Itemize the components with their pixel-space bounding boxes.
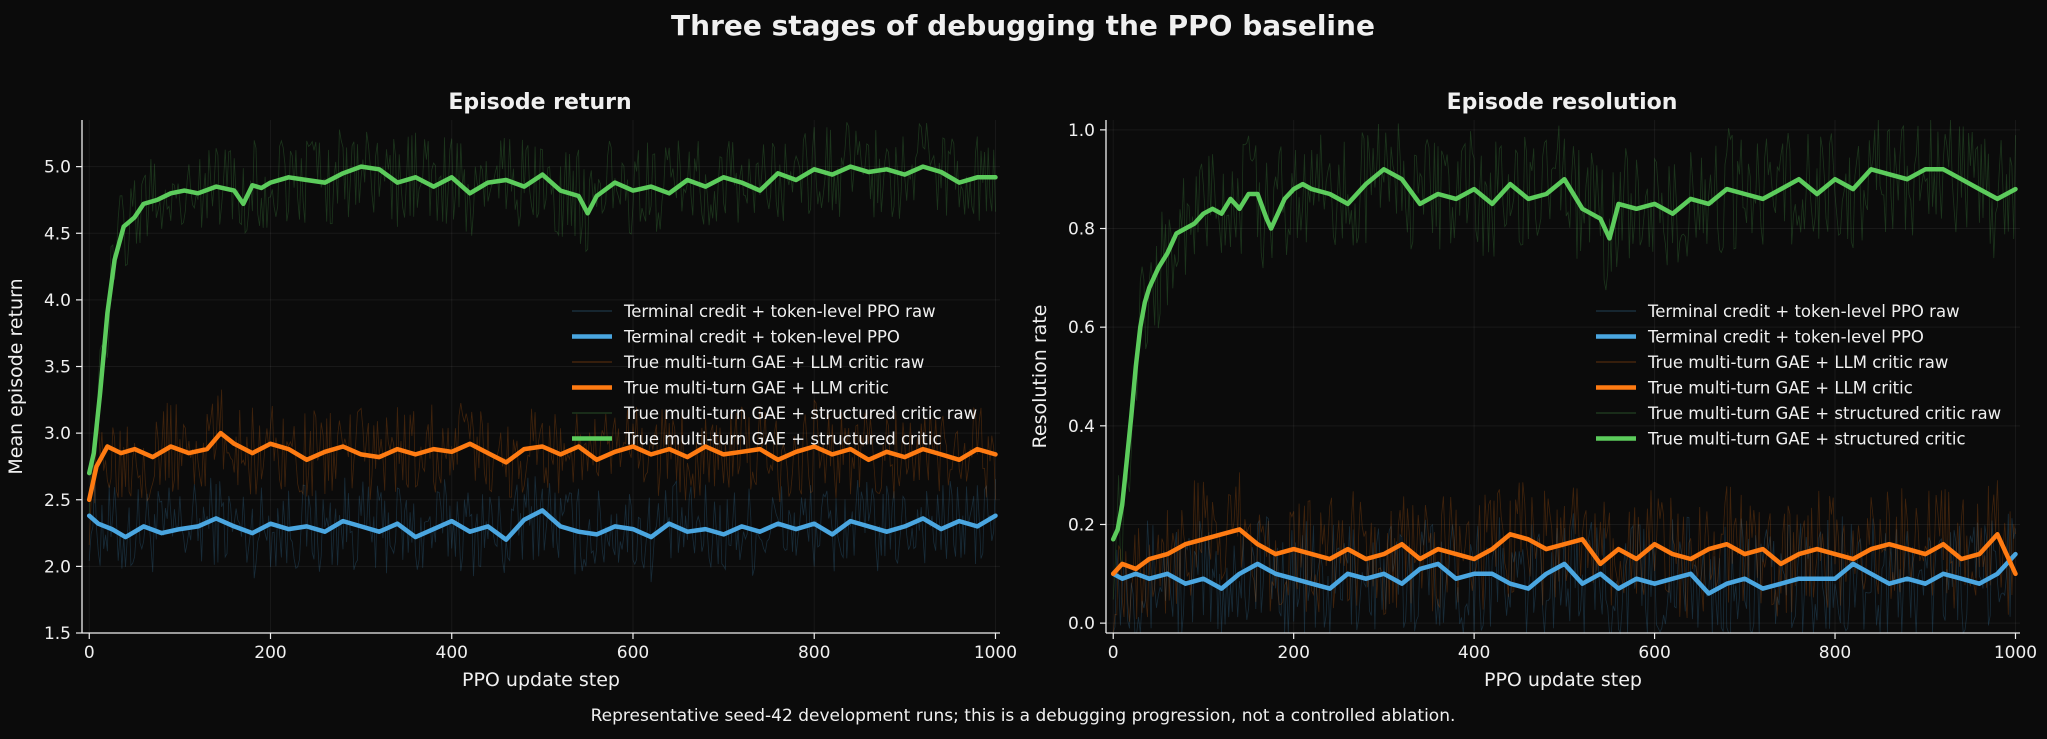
legend-label: Terminal credit + token-level PPO raw bbox=[1647, 302, 1960, 321]
y-tick-label: 0.6 bbox=[1068, 318, 1095, 338]
legend-label: Terminal credit + token-level PPO bbox=[623, 328, 900, 347]
y-tick-label: 1.5 bbox=[44, 624, 71, 644]
legend-label: True multi-turn GAE + structured critic … bbox=[1647, 404, 2001, 423]
legend: Terminal credit + token-level PPO raw Ter… bbox=[572, 302, 977, 449]
legend-label: True multi-turn GAE + structured critic … bbox=[623, 404, 977, 423]
y-tick-label: 3.5 bbox=[44, 358, 71, 378]
x-tick-label: 1000 bbox=[1994, 643, 2037, 663]
raw-line-true-multi-turn-gae-llm-critic bbox=[88, 389, 996, 546]
legend-label: Terminal credit + token-level PPO raw bbox=[623, 302, 936, 321]
raw-line-true-multi-turn-gae-structured-critic bbox=[88, 122, 996, 519]
x-tick-label: 400 bbox=[1458, 643, 1490, 663]
y-tick-label: 3.0 bbox=[44, 424, 71, 444]
y-tick-label: 0.8 bbox=[1068, 220, 1095, 240]
x-tick-label: 1000 bbox=[974, 643, 1017, 663]
x-tick-label: 0 bbox=[1108, 643, 1119, 663]
legend-label: True multi-turn GAE + structured critic bbox=[623, 430, 942, 449]
panel-episode-resolution: 0 200 400 600 800 1000 0.0 0.2 0.4 0.6 0.8 1.0 Episo… bbox=[1029, 90, 2037, 691]
series-line-true-multi-turn-gae-structured-critic bbox=[86, 164, 998, 476]
chart-title: Episode resolution bbox=[1447, 90, 1678, 115]
y-tick-label: 2.5 bbox=[44, 491, 71, 511]
legend-label: True multi-turn GAE + LLM critic bbox=[623, 379, 889, 398]
y-tick-label: 4.5 bbox=[44, 224, 71, 244]
legend-label: Terminal credit + token-level PPO bbox=[1647, 328, 1924, 347]
x-tick-label: 800 bbox=[1819, 643, 1851, 663]
y-tick-label: 0.4 bbox=[1068, 417, 1095, 437]
y-tick-label: 2.0 bbox=[44, 557, 71, 577]
y-tick-label: 0.0 bbox=[1068, 614, 1095, 634]
x-tick-label: 0 bbox=[84, 643, 95, 663]
x-tick-label: 800 bbox=[798, 643, 830, 663]
x-tick-label: 600 bbox=[1638, 643, 1670, 663]
y-tick-label: 0.2 bbox=[1068, 515, 1095, 535]
figure-suptitle: Three stages of debugging the PPO baseli… bbox=[671, 9, 1375, 42]
series-line-true-multi-turn-gae-llm-critic bbox=[86, 430, 998, 503]
raw-line-true-multi-turn-gae-structured-critic bbox=[1112, 119, 2016, 600]
figure-caption: Representative seed-42 development runs;… bbox=[591, 706, 1456, 726]
y-tick-label: 4.0 bbox=[44, 291, 71, 311]
legend-label: True multi-turn GAE + structured critic bbox=[1647, 430, 1966, 449]
y-axis-label: Mean episode return bbox=[5, 278, 27, 474]
x-tick-label: 200 bbox=[254, 643, 286, 663]
raw-line-true-multi-turn-gae-llm-critic bbox=[1112, 472, 2016, 634]
legend: Terminal credit + token-level PPO raw Ter… bbox=[1596, 302, 2001, 449]
x-axis-label: PPO update step bbox=[462, 669, 620, 691]
series-line-true-multi-turn-gae-llm-critic bbox=[1110, 527, 2018, 577]
raw-line-terminal-credit-token-level-ppo bbox=[1112, 513, 2016, 635]
x-tick-label: 600 bbox=[617, 643, 649, 663]
x-tick-label: 400 bbox=[436, 643, 468, 663]
legend-label: True multi-turn GAE + LLM critic bbox=[1647, 379, 1913, 398]
chart-title: Episode return bbox=[448, 90, 631, 115]
series-line-true-multi-turn-gae-structured-critic bbox=[1110, 167, 2018, 542]
series-line-terminal-credit-token-level-ppo bbox=[1110, 551, 2018, 596]
x-tick-label: 200 bbox=[1277, 643, 1309, 663]
y-tick-label: 5.0 bbox=[44, 158, 71, 178]
y-tick-label: 1.0 bbox=[1068, 121, 1095, 141]
panel-episode-return: 0 200 400 600 800 1000 1.5 2.0 2.5 3.0 3.5 4.0 4.5 5.… bbox=[5, 90, 1017, 691]
y-axis-label: Resolution rate bbox=[1029, 305, 1051, 449]
legend-label: True multi-turn GAE + LLM critic raw bbox=[1647, 353, 1948, 372]
legend-label: True multi-turn GAE + LLM critic raw bbox=[623, 353, 924, 372]
series-line-terminal-credit-token-level-ppo bbox=[86, 508, 998, 542]
x-axis-label: PPO update step bbox=[1484, 669, 1642, 691]
